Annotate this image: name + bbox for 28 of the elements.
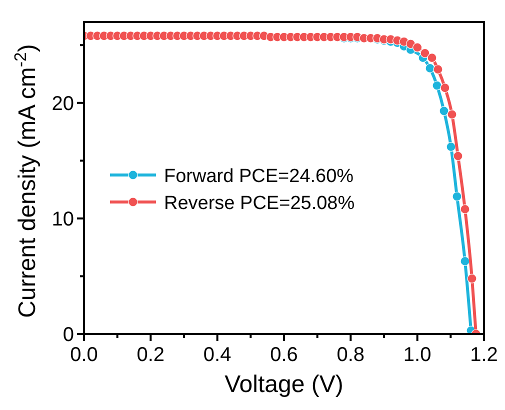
point [425, 63, 435, 74]
x-tick-label: 0.4 [203, 344, 232, 366]
y-tick-label: 10 [52, 208, 74, 230]
x-tick-label: 0.8 [336, 344, 365, 366]
point [427, 53, 437, 63]
point [453, 151, 463, 161]
point [433, 64, 443, 74]
point [467, 274, 477, 284]
y-tick-label: 0 [62, 324, 74, 346]
point [412, 42, 422, 52]
point [432, 80, 442, 90]
point [452, 192, 462, 202]
x-tick-label: 0.6 [270, 344, 298, 366]
point [440, 83, 450, 93]
point [460, 204, 470, 214]
point [439, 106, 449, 116]
x-tick-label: 0.0 [70, 344, 98, 366]
y-tick-label: 20 [52, 92, 74, 115]
x-tick-label: 0.2 [136, 344, 165, 366]
point [420, 48, 430, 58]
point [447, 110, 457, 120]
legend-label: Forward PCE=24.60% [164, 166, 354, 187]
x-tick-label: 1.2 [470, 344, 498, 366]
point [460, 256, 470, 266]
x-tick-label: 1.0 [403, 344, 432, 366]
x-axis-title: Voltage (V) [224, 371, 344, 398]
point [446, 142, 456, 152]
legend-label: Reverse PCE=25.08% [164, 193, 355, 214]
